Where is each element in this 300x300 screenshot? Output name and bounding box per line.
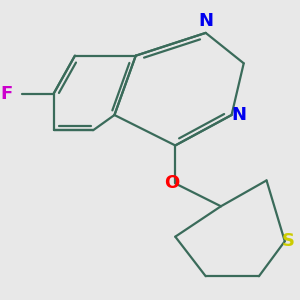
Text: O: O: [165, 175, 180, 193]
Text: S: S: [282, 232, 295, 250]
Text: N: N: [232, 106, 247, 124]
Text: N: N: [198, 12, 213, 30]
Text: F: F: [0, 85, 13, 103]
